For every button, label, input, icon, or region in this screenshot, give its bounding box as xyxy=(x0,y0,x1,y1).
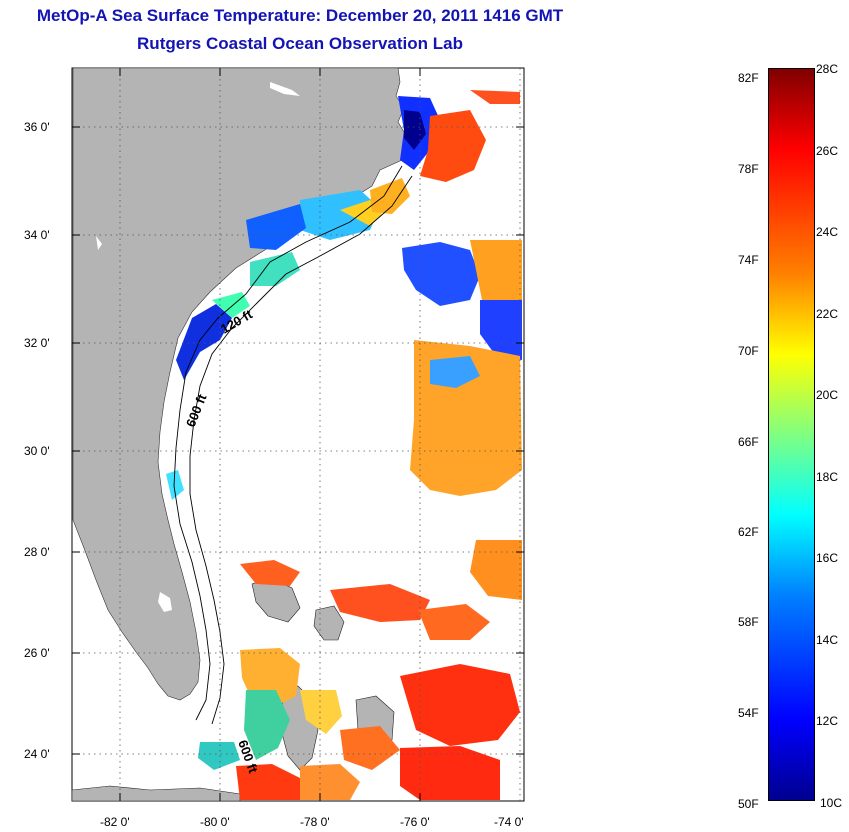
colorbar-f-label: 50F xyxy=(738,797,759,811)
colorbar-f-label: 74F xyxy=(738,253,759,267)
lat-label: 30 0' xyxy=(24,444,50,458)
colorbar-c-label: 16C xyxy=(816,551,839,565)
colorbar-c-label: 24C xyxy=(816,225,839,239)
contour-120ft xyxy=(173,165,403,721)
colorbar-f-label: 62F xyxy=(738,525,759,539)
map-subtitle: Rutgers Coastal Ocean Observation Lab xyxy=(137,34,463,53)
colorbar-f-label: 82F xyxy=(738,71,759,85)
lat-label: 24 0' xyxy=(24,747,50,761)
lat-label: 28 0' xyxy=(24,545,50,559)
colorbar-f-label: 66F xyxy=(738,435,759,449)
lon-label: -80 0' xyxy=(200,815,230,829)
colorbar-c-label: 22C xyxy=(816,307,839,321)
axis-ticks xyxy=(72,68,524,801)
graticule xyxy=(72,68,524,801)
lon-label: -76 0' xyxy=(400,815,430,829)
lat-label: 26 0' xyxy=(24,646,50,660)
colorbar-c-label: 20C xyxy=(816,388,839,402)
colorbar-c-label: 14C xyxy=(816,633,839,647)
colorbar-c-label: 18C xyxy=(816,470,839,484)
lon-label: -78 0' xyxy=(300,815,330,829)
lat-label: 36 0' xyxy=(24,120,50,134)
colorbar-c-label: 26C xyxy=(816,144,839,158)
lake-shape xyxy=(270,82,300,96)
colorbar-f-label: 78F xyxy=(738,162,759,176)
colorbar-f-label: 58F xyxy=(738,615,759,629)
lake-okeechobee xyxy=(158,592,172,612)
lon-label: -74 0' xyxy=(494,815,524,829)
sst-data-patches xyxy=(166,90,522,800)
bahamas-bank xyxy=(313,605,345,641)
map-title: MetOp-A Sea Surface Temperature: Decembe… xyxy=(36,6,564,25)
colorbar-f-label: 54F xyxy=(738,706,759,720)
cuba-coast xyxy=(71,785,241,802)
colorbar-c-label: 12C xyxy=(816,714,839,728)
lake-shape xyxy=(96,236,102,250)
lat-label: 34 0' xyxy=(24,228,50,242)
colorbar-c-label: 28C xyxy=(816,62,839,76)
colorbar-c-label: 10C xyxy=(820,796,843,810)
temperature-colorbar xyxy=(768,68,815,801)
lat-label: 32 0' xyxy=(24,336,50,350)
colorbar-f-label: 70F xyxy=(738,344,759,358)
lon-label: -82 0' xyxy=(100,815,130,829)
